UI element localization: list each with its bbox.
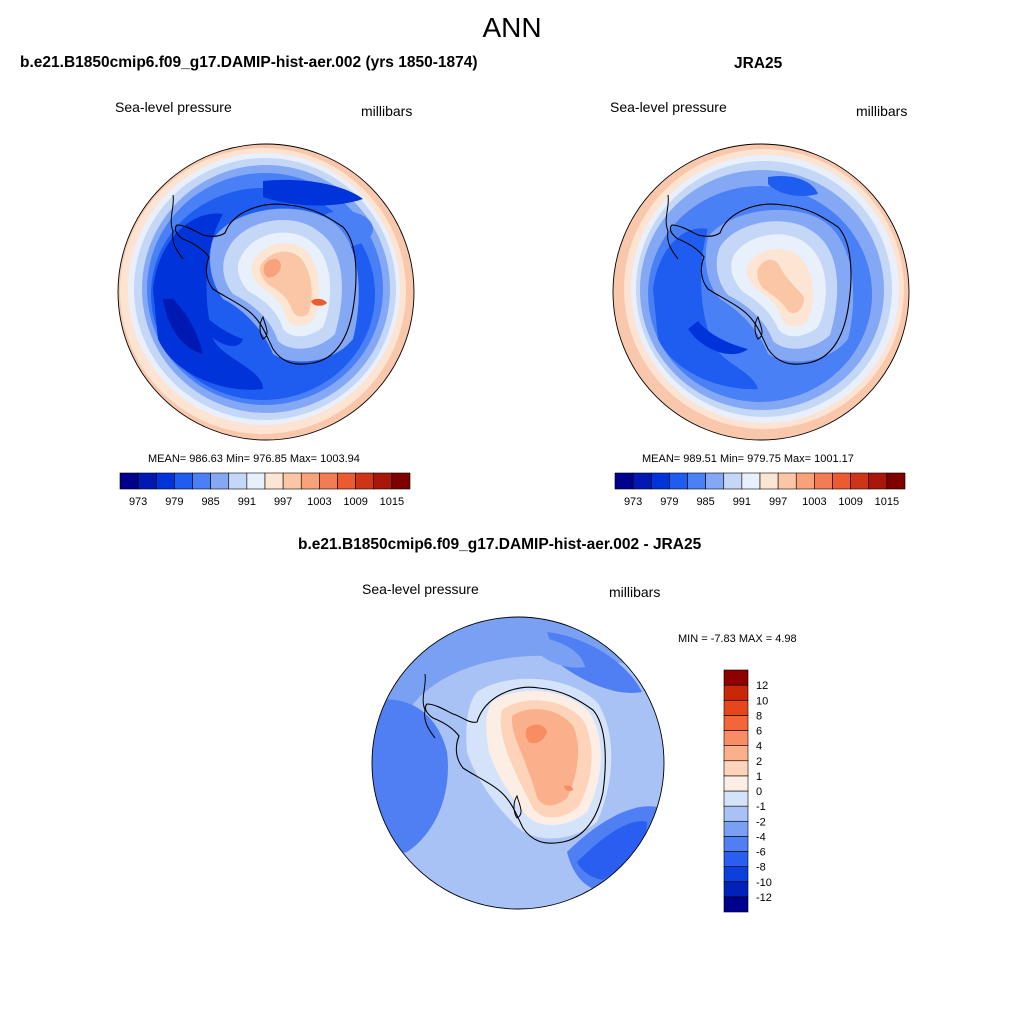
colorbar-jra25-tick-label: 1009 [838,496,862,508]
colorbar-model-swatch [391,472,411,490]
colorbar-jra25-swatch [741,472,761,490]
colorbar-jra25-swatch [632,472,652,490]
colorbar-jra25-swatch [669,472,688,490]
colorbar-model-swatch [264,472,284,490]
panel3-units-label: millibars [609,584,661,600]
colorbar-difference-tick-label: -12 [756,892,772,904]
colorbar-model-swatch [373,472,393,490]
panel1-title: b.e21.B1850cmip6.f09_g17.DAMIP-hist-aer.… [20,54,478,71]
colorbar-difference-swatch [723,805,749,822]
colorbar-jra25-swatch [850,472,870,490]
colorbar-model-swatch [337,472,356,490]
panel1-variable-label: Sea-level pressure [115,99,232,115]
panel1-stats: MEAN= 986.63 Min= 976.85 Max= 1003.94 [148,453,360,465]
colorbar-model-tick-label: 979 [165,496,183,508]
colorbar-difference-tick-label: 6 [756,726,762,738]
colorbar-model-swatch [119,472,139,490]
panel2-units-label: millibars [856,103,908,119]
colorbar-difference-swatch [723,699,749,716]
colorbar-jra25-tick-label: 1003 [802,496,826,508]
colorbar-difference-swatch [723,790,749,807]
colorbar-model-swatch [355,472,375,490]
colorbar-difference-swatch [723,881,749,898]
colorbar-jra25-tick-label: 985 [696,496,714,508]
colorbar-model-tick-label: 1009 [343,496,367,508]
panel3-variable-label: Sea-level pressure [362,581,479,597]
colorbar-model-tick-label: 985 [201,496,219,508]
colorbar-jra25-swatch [705,472,725,490]
colorbar-model-swatch [246,472,266,490]
colorbar-jra25-swatch [777,472,797,490]
colorbar-jra25-swatch [687,472,706,490]
panel3-title: b.e21.B1850cmip6.f09_g17.DAMIP-hist-aer.… [298,536,702,553]
panel2-stats: MEAN= 989.51 Min= 979.75 Max= 1001.17 [642,453,854,465]
colorbar-model-tick-label: 997 [274,496,292,508]
colorbar-model-tick-label: 991 [238,496,256,508]
colorbar-model-swatch [300,472,320,490]
panel2-variable-label: Sea-level pressure [610,99,727,115]
colorbar-jra25-swatch [886,472,906,490]
panel2-title: JRA25 [734,55,783,72]
colorbar-jra25-swatch [759,472,779,490]
colorbar-jra25-tick-label: 991 [733,496,751,508]
colorbar-jra25-swatch [814,472,833,490]
map-jra25-slp [612,143,910,441]
colorbar-jra25-swatch [795,472,815,490]
colorbar-difference-swatch [723,851,749,867]
colorbar-difference-swatch [723,745,749,762]
map-difference-slp [371,616,665,910]
colorbar-model-tick-label: 1015 [380,496,404,508]
colorbar-jra25-tick-label: 997 [769,496,787,508]
colorbar-difference-tick-label: 8 [756,710,762,722]
main-title: ANN [482,12,542,43]
colorbar-difference-swatch [723,896,749,913]
colorbar-jra25-swatch [723,472,743,490]
colorbar-jra25: 973 979 985 991 997 1003 1009 1015 [614,472,906,508]
colorbar-model-swatch [210,472,230,490]
colorbar-difference-swatch [723,760,749,777]
panel1-units-label: millibars [361,103,413,119]
colorbar-model-swatch [319,472,338,490]
colorbar-model: 973 979 985 991 997 1003 1009 1015 [119,472,411,508]
colorbar-model-swatch [282,472,302,490]
colorbar-jra25-swatch [650,472,670,490]
colorbar-difference-swatch [723,820,749,837]
colorbar-difference-tick-label: 0 [756,786,762,798]
colorbar-model-tick-label: 1003 [307,496,331,508]
colorbar-model-swatch [192,472,211,490]
colorbar-difference-tick-label: 1 [756,771,762,783]
colorbar-jra25-swatch [868,472,888,490]
colorbar-difference-tick-label: 2 [756,756,762,768]
colorbar-difference-swatch [723,836,749,852]
colorbar-jra25-tick-label: 1015 [875,496,899,508]
colorbar-model-tick-label: 973 [129,496,147,508]
colorbar-difference-tick-label: -6 [756,847,766,859]
colorbar-model-swatch [228,472,248,490]
colorbar-jra25-tick-label: 979 [660,496,678,508]
colorbar-difference-tick-label: -10 [756,877,772,889]
colorbar-difference-tick-label: 4 [756,741,762,753]
colorbar-difference-tick-label: -2 [756,816,766,828]
colorbar-model-swatch [174,472,193,490]
colorbar-jra25-swatch [614,472,634,490]
colorbar-model-swatch [137,472,157,490]
colorbar-difference-tick-label: -8 [756,862,766,874]
colorbar-difference-swatch [723,730,749,746]
colorbar-difference-swatch [723,669,749,686]
colorbar-difference-tick-label: -1 [756,801,766,813]
colorbar-model-swatch [155,472,175,490]
colorbar-difference-tick-label: -4 [756,831,766,843]
colorbar-difference-swatch [723,715,749,731]
map-model-slp [117,143,415,441]
colorbar-difference-tick-label: 12 [756,680,768,692]
panel3-minmax: MIN = -7.83 MAX = 4.98 [678,633,797,645]
colorbar-jra25-swatch [832,472,851,490]
colorbar-difference-swatch [723,684,749,701]
colorbar-difference-swatch [723,775,749,792]
colorbar-jra25-tick-label: 973 [624,496,642,508]
colorbar-difference-swatch [723,866,749,883]
colorbar-difference-tick-label: 10 [756,695,768,707]
